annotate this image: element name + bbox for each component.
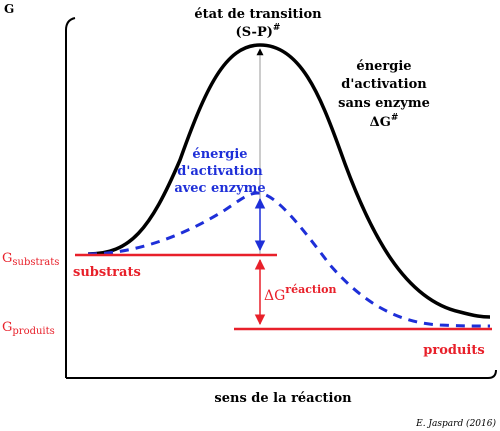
uncat-label-line4: ΔG# <box>370 113 399 130</box>
substrats-label: substrats <box>73 265 141 280</box>
g-substrats-label: Gsubstrats <box>2 251 59 268</box>
transition-state-species: (S-P) <box>236 25 273 40</box>
credit-label: E. Jaspard (2016) <box>415 418 496 429</box>
y-axis-label: G <box>4 2 14 16</box>
x-axis-label: sens de la réaction <box>214 391 352 406</box>
uncatalysed-curve <box>87 43 491 319</box>
uncat-label-line3: sans enzyme <box>338 96 430 111</box>
delta-g-symbol: ΔG <box>264 288 285 304</box>
uncat-label-line1: énergie <box>356 59 411 74</box>
g-substrats-sub: substrats <box>12 257 59 268</box>
produits-label: produits <box>423 343 484 358</box>
g-produits-label: Gproduits <box>2 320 55 337</box>
uncat-label-line2: d'activation <box>341 77 427 92</box>
g-substrats-g: G <box>2 251 12 266</box>
cat-label-line3: avec enzyme <box>174 181 265 196</box>
delta-g-sup: réaction <box>285 283 336 296</box>
g-produits-g: G <box>2 320 12 335</box>
x-axis <box>66 369 497 379</box>
transition-state-label: état de transition <box>194 7 322 22</box>
uncat-sup: # <box>391 113 399 123</box>
uncat-delta-g: ΔG <box>370 115 391 130</box>
cat-label-line2: d'activation <box>177 164 263 179</box>
transition-state-formula: (S-P)# <box>236 23 281 40</box>
transition-state-sup: # <box>273 23 281 33</box>
g-produits-sub: produits <box>12 326 54 337</box>
cat-label-line1: énergie <box>192 147 247 162</box>
catalysed-curve <box>87 191 491 328</box>
delta-g-reaction-label: ΔGréaction <box>264 283 337 304</box>
y-axis <box>65 17 76 378</box>
